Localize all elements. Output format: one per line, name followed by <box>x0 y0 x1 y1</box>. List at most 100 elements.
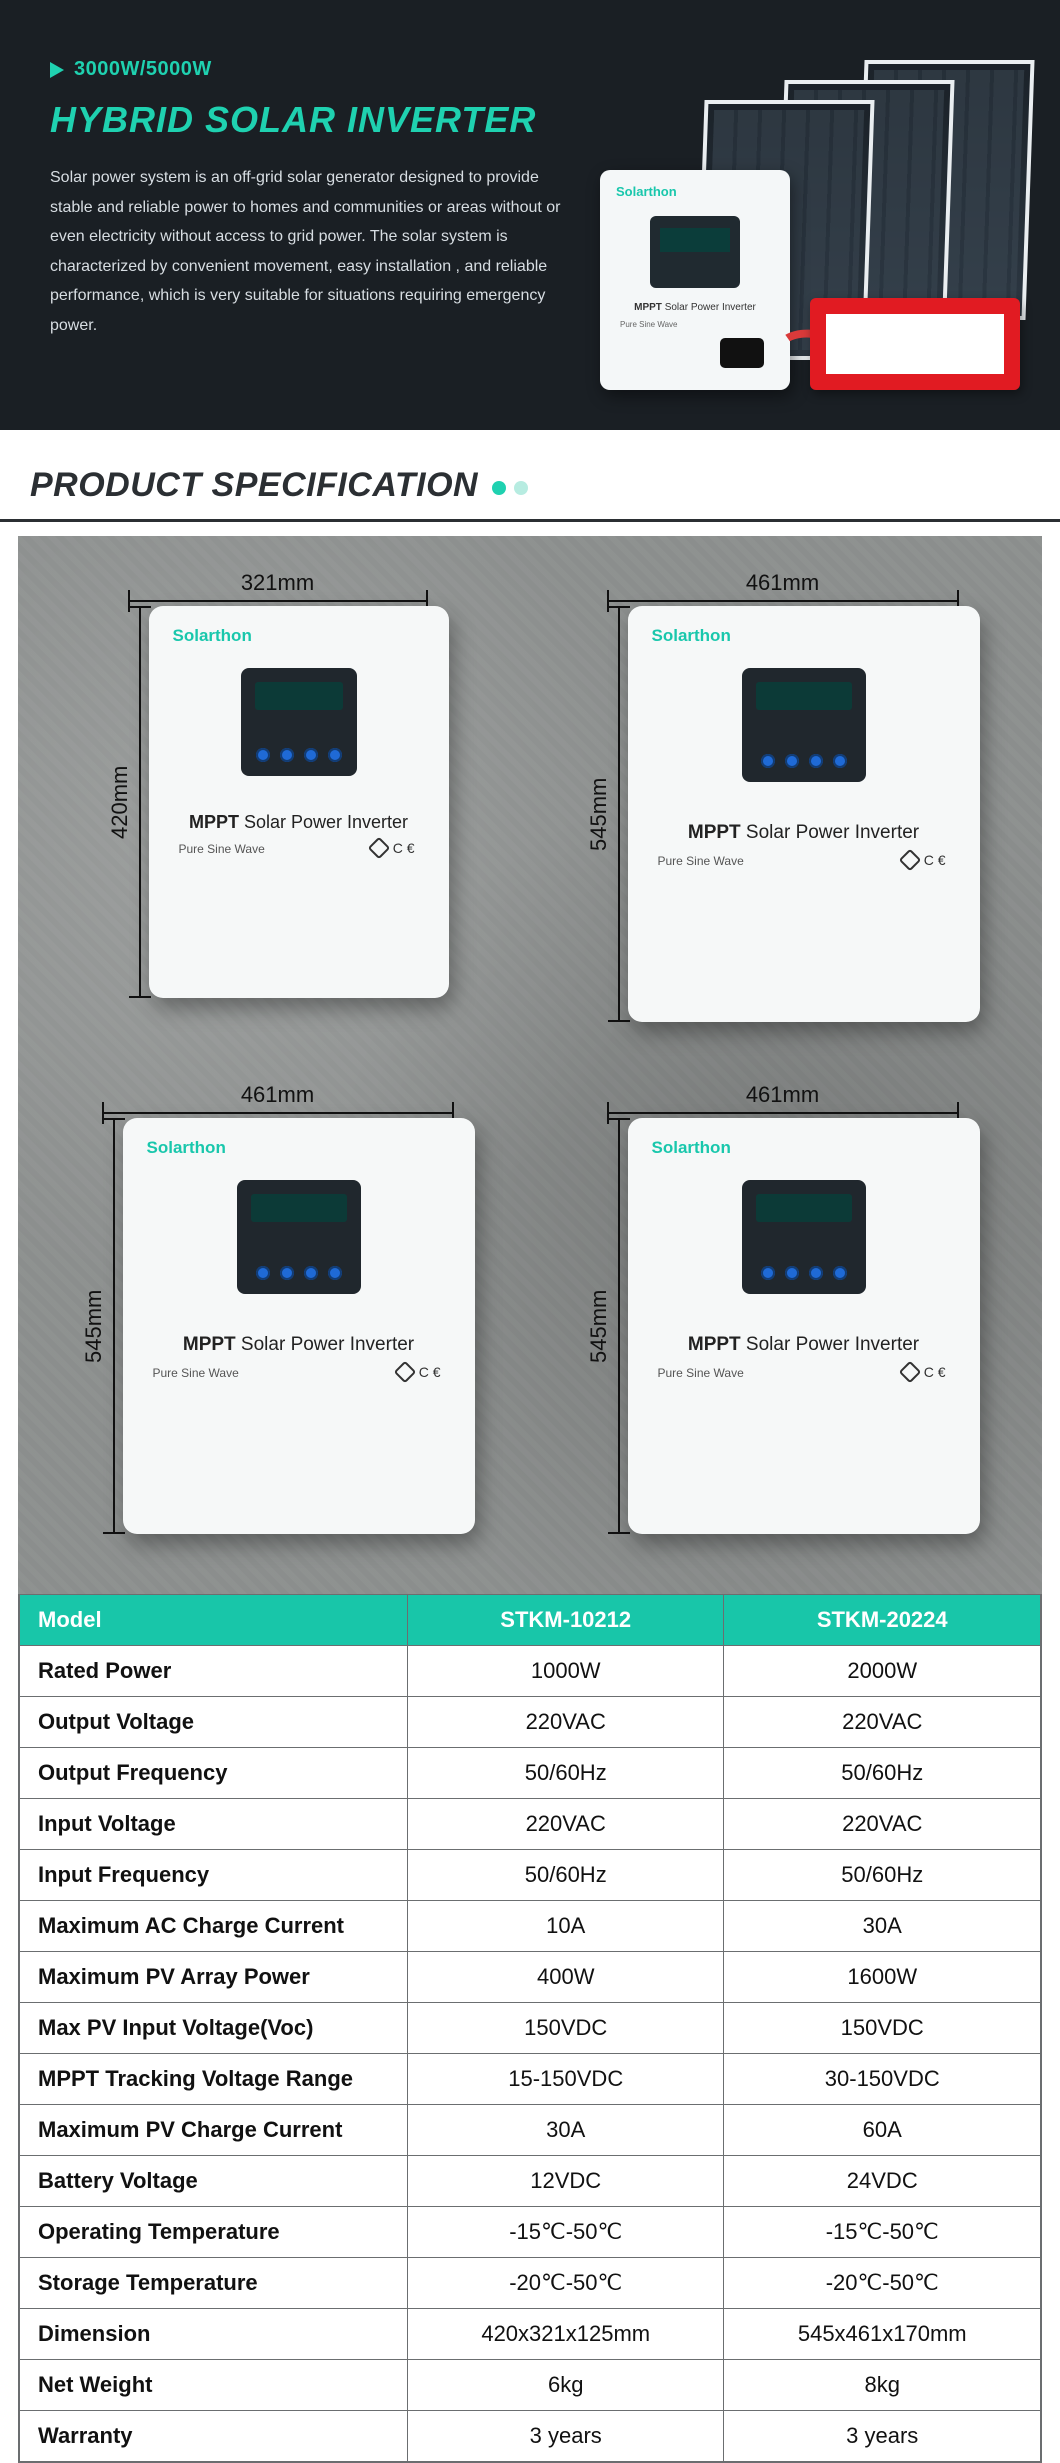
spec-value: 12VDC <box>407 2156 724 2207</box>
device-sublabel: Pure Sine Wave <box>658 854 744 868</box>
spec-value: 50/60Hz <box>407 1748 724 1799</box>
spec-param: Maximum PV Charge Current <box>20 2105 408 2156</box>
spec-value: -20℃-50℃ <box>407 2258 724 2309</box>
product-card: 321mm 420mm Solarthon MPPT Solar Power I… <box>50 570 505 1022</box>
spec-param: Input Frequency <box>20 1850 408 1901</box>
spec-param: Warranty <box>20 2411 408 2462</box>
device-sublabel: Pure Sine Wave <box>153 1366 239 1380</box>
dimension-line <box>618 606 620 1022</box>
spec-value: 50/60Hz <box>724 1748 1041 1799</box>
table-row: Maximum PV Charge Current30A60A <box>20 2105 1041 2156</box>
dimension-line <box>128 600 428 602</box>
device-cert: C € <box>902 1364 946 1380</box>
dimension-line <box>607 1112 959 1114</box>
spec-param: Operating Temperature <box>20 2207 408 2258</box>
col-header-param: Model <box>20 1595 408 1646</box>
spec-value: 220VAC <box>724 1799 1041 1850</box>
spec-param: Maximum AC Charge Current <box>20 1901 408 1952</box>
dimension-line <box>102 1112 454 1114</box>
dimension-height: 545mm <box>586 606 612 1022</box>
dimension-line <box>607 600 959 602</box>
spec-value: 3 years <box>724 2411 1041 2462</box>
spec-value: 220VAC <box>407 1799 724 1850</box>
spec-value: -15℃-50℃ <box>407 2207 724 2258</box>
spec-value: 10A <box>407 1901 724 1952</box>
device-sublabel: Pure Sine Wave <box>658 1366 744 1380</box>
table-row: Operating Temperature-15℃-50℃-15℃-50℃ <box>20 2207 1041 2258</box>
hero-tag-text: 3000W/5000W <box>74 58 212 81</box>
spec-table: ModelSTKM-10212STKM-20224 Rated Power100… <box>19 1594 1041 2462</box>
table-row: Maximum AC Charge Current10A30A <box>20 1901 1041 1952</box>
dimension-height: 545mm <box>81 1118 107 1534</box>
device-sublabel: Pure Sine Wave <box>179 842 265 856</box>
spec-value: 220VAC <box>724 1697 1041 1748</box>
table-row: Input Frequency50/60Hz50/60Hz <box>20 1850 1041 1901</box>
spec-value: 24VDC <box>724 2156 1041 2207</box>
dimension-width: 321mm <box>50 570 505 596</box>
spec-value: 30A <box>724 1901 1041 1952</box>
spec-value: 50/60Hz <box>724 1850 1041 1901</box>
device-illustration: Solarthon MPPT Solar Power Inverter Pure… <box>628 606 980 1022</box>
spec-value: 6kg <box>407 2360 724 2411</box>
product-card: 461mm 545mm Solarthon MPPT Solar Power I… <box>50 1082 505 1534</box>
table-row: Battery Voltage12VDC24VDC <box>20 2156 1041 2207</box>
spec-value: 50/60Hz <box>407 1850 724 1901</box>
spec-param: Storage Temperature <box>20 2258 408 2309</box>
device-illustration: Solarthon MPPT Solar Power Inverter Pure… <box>149 606 449 998</box>
hero-illustration: Solarthon MPPT Solar Power Inverter Pure… <box>600 50 1030 390</box>
table-row: Output Voltage220VAC220VAC <box>20 1697 1041 1748</box>
dimension-line <box>113 1118 115 1534</box>
device-label: MPPT Solar Power Inverter <box>123 1334 475 1356</box>
device-cert: C € <box>397 1364 441 1380</box>
spec-value: 420x321x125mm <box>407 2309 724 2360</box>
device-illustration: Solarthon MPPT Solar Power Inverter Pure… <box>123 1118 475 1534</box>
spec-value: 30A <box>407 2105 724 2156</box>
device-display <box>241 668 357 776</box>
device-label: MPPT Solar Power Inverter <box>628 1334 980 1356</box>
spec-param: Input Voltage <box>20 1799 408 1850</box>
device-display <box>742 1180 866 1294</box>
spec-param: Maximum PV Array Power <box>20 1952 408 2003</box>
spec-param: MPPT Tracking Voltage Range <box>20 2054 408 2105</box>
spec-param: Battery Voltage <box>20 2156 408 2207</box>
hero-banner: 3000W/5000W HYBRID SOLAR INVERTER Solar … <box>0 0 1060 430</box>
table-row: Dimension420x321x125mm545x461x170mm <box>20 2309 1041 2360</box>
spec-value: 3 years <box>407 2411 724 2462</box>
device-label: MPPT Solar Power Inverter <box>628 822 980 844</box>
spec-value: 60A <box>724 2105 1041 2156</box>
spec-value: 1600W <box>724 1952 1041 2003</box>
spec-value: -20℃-50℃ <box>724 2258 1041 2309</box>
spec-value: 8kg <box>724 2360 1041 2411</box>
dimension-width: 461mm <box>50 1082 505 1108</box>
device-brand: Solarthon <box>652 1138 731 1158</box>
spec-value: 545x461x170mm <box>724 2309 1041 2360</box>
dimension-height: 545mm <box>586 1118 612 1534</box>
table-row: Output Frequency50/60Hz50/60Hz <box>20 1748 1041 1799</box>
spec-param: Net Weight <box>20 2360 408 2411</box>
spec-value: 400W <box>407 1952 724 2003</box>
spec-param: Output Frequency <box>20 1748 408 1799</box>
table-row: Warranty3 years3 years <box>20 2411 1041 2462</box>
device-cert: C € <box>902 852 946 868</box>
spec-table-wrap: ModelSTKM-10212STKM-20224 Rated Power100… <box>18 1594 1042 2463</box>
device-illustration: Solarthon MPPT Solar Power Inverter Pure… <box>628 1118 980 1534</box>
device-label: MPPT Solar Power Inverter <box>149 812 449 833</box>
table-row: Net Weight6kg8kg <box>20 2360 1041 2411</box>
device-display <box>237 1180 361 1294</box>
spec-param: Dimension <box>20 2309 408 2360</box>
table-row: MPPT Tracking Voltage Range15-150VDC30-1… <box>20 2054 1041 2105</box>
spec-param: Rated Power <box>20 1646 408 1697</box>
decorative-dots <box>492 477 528 495</box>
table-body: Rated Power1000W2000WOutput Voltage220VA… <box>20 1646 1041 2462</box>
spec-value: -15℃-50℃ <box>724 2207 1041 2258</box>
product-card: 461mm 545mm Solarthon MPPT Solar Power I… <box>555 1082 1010 1534</box>
spec-value: 15-150VDC <box>407 2054 724 2105</box>
dimension-line <box>618 1118 620 1534</box>
products-grid: 321mm 420mm Solarthon MPPT Solar Power I… <box>50 570 1010 1534</box>
table-header-row: ModelSTKM-10212STKM-20224 <box>20 1595 1041 1646</box>
play-icon <box>50 62 64 78</box>
spec-value: 2000W <box>724 1646 1041 1697</box>
device-brand: Solarthon <box>652 626 731 646</box>
table-row: Input Voltage220VAC220VAC <box>20 1799 1041 1850</box>
spec-value: 150VDC <box>407 2003 724 2054</box>
